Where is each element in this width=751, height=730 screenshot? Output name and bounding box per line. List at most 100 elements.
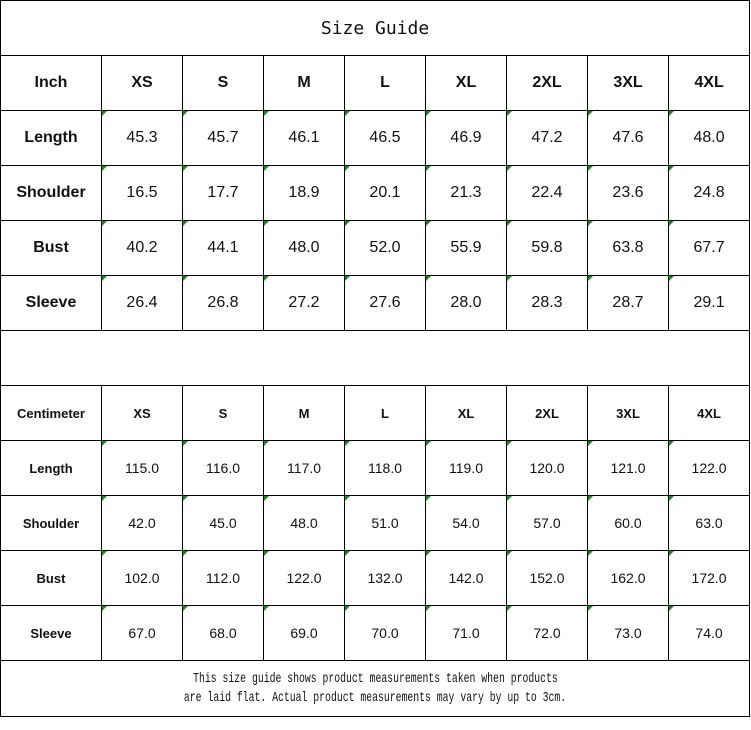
measurement-value: 172.0 — [667, 550, 751, 606]
measurement-value: 48.0 — [263, 495, 345, 551]
measurement-value: 142.0 — [425, 550, 507, 606]
measurement-value: 20.1 — [344, 165, 426, 221]
measurement-value: 23.6 — [587, 165, 669, 221]
spacer-row — [0, 330, 751, 386]
measurement-label: Sleeve — [0, 275, 102, 331]
table-row: Length 45.3 45.7 46.1 46.5 46.9 47.2 47.6 48.0 — [0, 110, 751, 166]
size-header: S — [182, 385, 264, 441]
measurement-value: 63.0 — [667, 495, 751, 551]
measurement-value: 48.0 — [667, 110, 751, 166]
measurement-value: 121.0 — [587, 440, 669, 496]
measurement-value: 73.0 — [587, 605, 669, 661]
measurement-value: 120.0 — [506, 440, 588, 496]
measurement-value: 116.0 — [182, 440, 264, 496]
measurement-value: 63.8 — [587, 220, 669, 276]
size-header: 4XL — [667, 385, 751, 441]
measurement-label: Bust — [0, 220, 102, 276]
size-header: XS — [101, 385, 183, 441]
measurement-value: 51.0 — [344, 495, 426, 551]
measurement-value: 72.0 — [506, 605, 588, 661]
measurement-value: 29.1 — [667, 275, 751, 331]
measurement-value: 52.0 — [344, 220, 426, 276]
table-row: Length 115.0 116.0 117.0 118.0 119.0 120.0 121.… — [0, 440, 751, 496]
size-header: 3XL — [587, 55, 669, 111]
measurement-value: 122.0 — [263, 550, 345, 606]
measurement-value: 26.8 — [182, 275, 264, 331]
measurement-value: 28.3 — [506, 275, 588, 331]
size-header: 4XL — [667, 55, 751, 111]
measurement-label: Sleeve — [0, 605, 102, 661]
measurement-value: 18.9 — [263, 165, 345, 221]
measurement-value: 47.6 — [587, 110, 669, 166]
measurement-value: 46.9 — [425, 110, 507, 166]
measurement-value: 40.2 — [101, 220, 183, 276]
measurement-value: 28.7 — [587, 275, 669, 331]
measurement-label: Shoulder — [0, 165, 102, 221]
measurement-value: 152.0 — [506, 550, 588, 606]
measurement-value: 122.0 — [667, 440, 751, 496]
measurement-label: Bust — [0, 550, 102, 606]
measurement-value: 55.9 — [425, 220, 507, 276]
measurement-value: 115.0 — [101, 440, 183, 496]
size-header: XS — [101, 55, 183, 111]
measurement-value: 118.0 — [344, 440, 426, 496]
measurement-value: 46.5 — [344, 110, 426, 166]
measurement-value: 132.0 — [344, 550, 426, 606]
measurement-label: Shoulder — [0, 495, 102, 551]
table-row: Shoulder 42.0 45.0 48.0 51.0 54.0 57.0 60.0 63.0 — [0, 495, 751, 551]
measurement-value: 16.5 — [101, 165, 183, 221]
size-header: XL — [425, 385, 507, 441]
table-row: Bust 40.2 44.1 48.0 52.0 55.9 59.8 63.8 67.7 — [0, 220, 751, 276]
table-row: Sleeve 67.0 68.0 69.0 70.0 71.0 72.0 73.0 74.0 — [0, 605, 751, 661]
measurement-value: 45.0 — [182, 495, 264, 551]
footer-line-2: are laid flat. Actual product measuremen… — [183, 689, 567, 706]
table-row: Sleeve 26.4 26.8 27.2 27.6 28.0 28.3 28.7 29.1 — [0, 275, 751, 331]
measurement-label: Length — [0, 110, 102, 166]
measurement-value: 117.0 — [263, 440, 345, 496]
measurement-value: 42.0 — [101, 495, 183, 551]
measurement-value: 67.7 — [667, 220, 751, 276]
measurement-value: 162.0 — [587, 550, 669, 606]
size-header: XL — [425, 55, 507, 111]
measurement-value: 47.2 — [506, 110, 588, 166]
measurement-value: 21.3 — [425, 165, 507, 221]
size-header: L — [344, 385, 426, 441]
unit-header: Inch — [0, 55, 102, 111]
size-header: 2XL — [506, 385, 588, 441]
page-title: Size Guide — [0, 0, 751, 56]
measurement-value: 48.0 — [263, 220, 345, 276]
measurement-value: 57.0 — [506, 495, 588, 551]
measurement-value: 59.8 — [506, 220, 588, 276]
measurement-value: 54.0 — [425, 495, 507, 551]
footer-note: This size guide shows product measuremen… — [0, 660, 751, 717]
measurement-value: 24.8 — [667, 165, 751, 221]
measurement-value: 74.0 — [667, 605, 751, 661]
measurement-value: 26.4 — [101, 275, 183, 331]
measurement-value: 70.0 — [344, 605, 426, 661]
size-header: M — [263, 385, 345, 441]
unit-header: Centimeter — [0, 385, 102, 441]
measurement-value: 27.6 — [344, 275, 426, 331]
measurement-value: 17.7 — [182, 165, 264, 221]
measurement-value: 22.4 — [506, 165, 588, 221]
size-header: S — [182, 55, 264, 111]
spacer-cell — [0, 330, 751, 386]
size-header: 2XL — [506, 55, 588, 111]
measurement-value: 102.0 — [101, 550, 183, 606]
measurement-value: 46.1 — [263, 110, 345, 166]
table-row: Shoulder 16.5 17.7 18.9 20.1 21.3 22.4 23.6 24.8 — [0, 165, 751, 221]
measurement-value: 67.0 — [101, 605, 183, 661]
size-header: 3XL — [587, 385, 669, 441]
size-header: L — [344, 55, 426, 111]
measurement-value: 45.3 — [101, 110, 183, 166]
measurement-value: 44.1 — [182, 220, 264, 276]
inch-header-row: Inch XS S M L XL 2XL 3XL 4XL — [0, 55, 751, 111]
footer-line-1: This size guide shows product measuremen… — [192, 670, 558, 687]
centimeter-header-row: Centimeter XS S M L XL 2XL 3XL 4XL — [0, 385, 751, 441]
measurement-value: 112.0 — [182, 550, 264, 606]
measurement-value: 68.0 — [182, 605, 264, 661]
table-row: Bust 102.0 112.0 122.0 132.0 142.0 152.0 162.0 1… — [0, 550, 751, 606]
measurement-value: 60.0 — [587, 495, 669, 551]
measurement-value: 45.7 — [182, 110, 264, 166]
